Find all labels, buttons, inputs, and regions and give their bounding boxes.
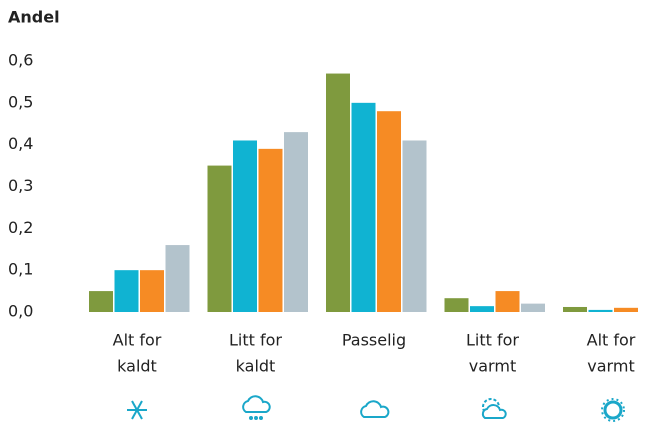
x-tick-label: kaldt — [117, 357, 157, 376]
bar — [444, 298, 469, 312]
bar — [233, 140, 257, 312]
bar — [521, 303, 545, 312]
bar — [89, 291, 113, 312]
icon-snow — [127, 400, 147, 420]
y-tick-label: 0,0 — [8, 302, 33, 321]
bar — [495, 291, 520, 312]
bar — [258, 148, 283, 312]
y-tick-label: 0,5 — [8, 92, 33, 111]
x-tick-label: varmt — [469, 357, 516, 376]
x-tick-label: Passelig — [342, 331, 406, 350]
y-axis-title: Andel — [8, 8, 60, 27]
y-tick-label: 0,3 — [8, 176, 33, 195]
bar — [402, 140, 427, 312]
bar — [614, 307, 638, 312]
x-tick-label: varmt — [587, 357, 634, 376]
x-tick-label: kaldt — [236, 357, 276, 376]
bar — [470, 306, 494, 312]
x-tick-label: Litt for — [466, 331, 519, 350]
y-tick-label: 0,6 — [8, 51, 33, 70]
icon-cloud — [360, 400, 390, 418]
bar — [588, 309, 613, 312]
icon-sun — [601, 398, 625, 422]
bar — [165, 245, 190, 312]
bar — [284, 132, 308, 312]
bar — [140, 270, 164, 312]
x-tick-label: Alt for — [113, 331, 162, 350]
y-tick-label: 0,2 — [8, 218, 33, 237]
y-tick-label: 0,4 — [8, 134, 33, 153]
icon-sun-cloud — [481, 398, 507, 419]
bar — [207, 165, 232, 312]
bar — [114, 270, 139, 312]
bar — [563, 306, 587, 312]
bar — [377, 111, 401, 312]
icon-cloud-snow — [242, 395, 271, 420]
x-tick-label: Litt for — [229, 331, 282, 350]
bar — [326, 73, 350, 312]
y-tick-label: 0,1 — [8, 260, 33, 279]
bar — [351, 102, 376, 312]
x-tick-label: Alt for — [587, 331, 636, 350]
